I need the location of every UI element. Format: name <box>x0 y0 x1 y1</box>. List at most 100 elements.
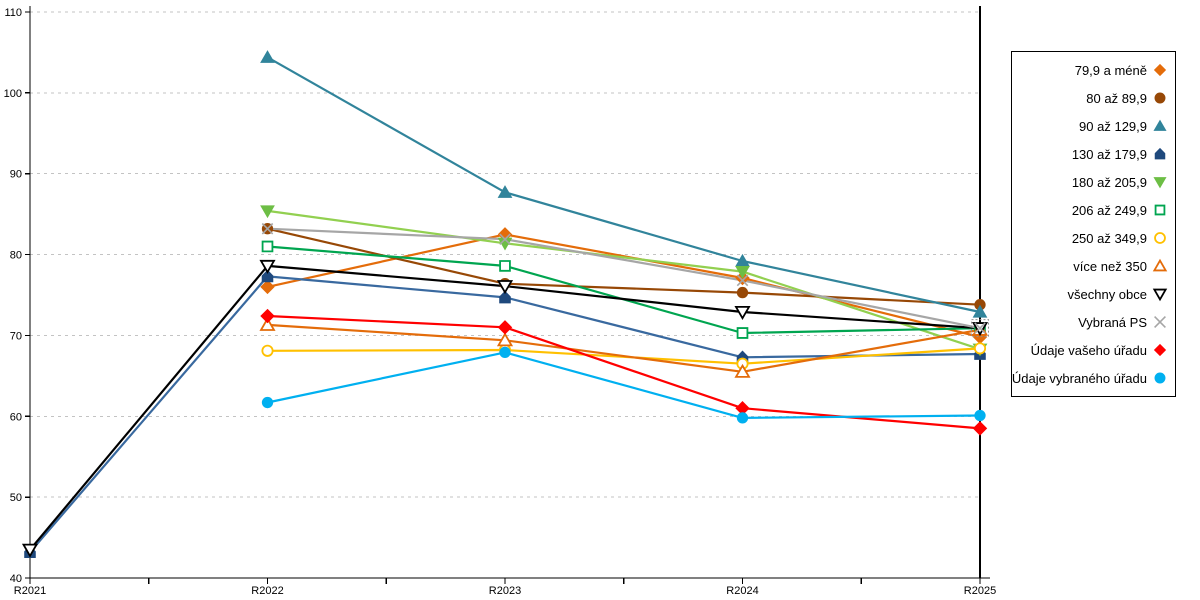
legend-marker-v-ce-ne-350 <box>1152 258 1168 272</box>
legend-item-130-a-179-9: 130 až 179,9 <box>1012 140 1175 168</box>
x-tick-label-r2024: R2024 <box>726 585 758 597</box>
marker-daje-va-eho-adu-R2025 <box>972 421 988 436</box>
series-line-180-a-205-9 <box>266 209 982 351</box>
marker-250-a-349-9-R2022 <box>261 344 274 357</box>
legend-item-90-a-129-9: 90 až 129,9 <box>1012 112 1175 140</box>
marker-v-ce-ne-350-R2023 <box>496 332 514 347</box>
legend-item-daje-vybran-ho-adu: Údaje vybraného úřadu <box>1012 364 1175 392</box>
marker-daje-vybran-ho-adu-R2023 <box>499 346 511 359</box>
legend-label: 206 až 249,9 <box>1071 202 1147 218</box>
marker-v-echny-obce-R2022 <box>259 259 276 274</box>
legend-marker-glyph-v-ce-ne-350 <box>1152 258 1168 272</box>
x-tick-label-r2021: R2021 <box>14 585 46 597</box>
legend-label: 90 až 129,9 <box>1079 118 1147 134</box>
series-line-v-ce-ne-350 <box>266 323 982 373</box>
marker-vybran-ps-R2023 <box>499 233 511 245</box>
x-tick-label-r2022: R2022 <box>251 585 283 597</box>
y-tick-label-80: 80 <box>10 250 22 262</box>
marker-180-a-205-9-R2024 <box>735 265 750 279</box>
y-tick-label-100: 100 <box>4 88 22 100</box>
legend-label: Vybraná PS <box>1078 314 1147 330</box>
legend-marker-glyph-v-echny-obce <box>1152 288 1168 302</box>
y-tick-label-60: 60 <box>10 411 22 423</box>
series-line-90-a-129-9 <box>266 56 982 314</box>
marker-v-ce-ne-350-R2022 <box>259 316 276 331</box>
marker-daje-vybran-ho-adu-R2024 <box>736 412 749 424</box>
marker-206-a-249-9-R2023 <box>499 260 511 272</box>
series-line-daje-va-eho-adu <box>266 314 982 430</box>
series-line-80-a-89-9 <box>266 227 982 306</box>
series-line-daje-vybran-ho-adu <box>266 351 982 419</box>
marker-180-a-205-9-R2022 <box>260 205 275 219</box>
legend-item-250-a-349-9: 250 až 349,9 <box>1012 224 1175 252</box>
legend-marker-glyph-daje-vybran-ho-adu <box>1154 372 1166 384</box>
marker-90-a-129-9-R2022 <box>260 50 275 63</box>
legend-label: všechny obce <box>1067 286 1148 302</box>
legend-item-206-a-249-9: 206 až 249,9 <box>1012 196 1175 224</box>
marker-130-a-179-9-R2022 <box>261 269 274 283</box>
marker-90-a-129-9-R2023 <box>497 185 513 198</box>
legend-marker-vybran-ps <box>1154 316 1166 328</box>
marker-daje-va-eho-adu-R2023 <box>497 320 513 335</box>
series-line-vybran-ps <box>266 227 982 330</box>
marker-vybran-ps-R2024 <box>736 274 749 287</box>
marker-daje-va-eho-adu-R2022 <box>260 308 275 324</box>
legend-marker-glyph-daje-va-eho-adu <box>1153 343 1167 357</box>
legend-marker-daje-va-eho-adu <box>1153 343 1167 357</box>
x-tick-label-r2025: R2025 <box>964 585 996 597</box>
legend-item-vybran-ps: Vybraná PS <box>1012 308 1175 336</box>
chart-plot-area: 40 50 60 70 80 90 100 110 R2021 R2022 R2023 R2024 R2… <box>4 6 996 597</box>
marker-daje-vybran-ho-adu-R2025 <box>974 409 986 422</box>
legend-marker-glyph-130-a-179-9 <box>1154 147 1166 160</box>
y-tick-label-110: 110 <box>4 7 22 19</box>
legend-item-daje-va-eho-adu: Údaje vašeho úřadu <box>1012 336 1175 364</box>
y-tick-label-90: 90 <box>10 169 22 181</box>
marker-v-ce-ne-350-R2024 <box>734 363 751 378</box>
legend-label: 250 až 349,9 <box>1071 230 1147 246</box>
legend-marker-glyph-206-a-249-9 <box>1154 204 1166 216</box>
marker-v-echny-obce-R2021 <box>21 543 39 558</box>
legend-item-v-echny-obce: všechny obce <box>1012 280 1175 308</box>
legend-marker-180-a-205-9 <box>1153 177 1167 189</box>
marker-80-a-89-9-R2024 <box>736 286 749 299</box>
legend-item-79-9-a-m-n: 79,9 a méně <box>1012 56 1175 84</box>
legend-marker-glyph-80-a-89-9 <box>1154 92 1166 104</box>
legend-label: 180 až 205,9 <box>1071 174 1147 190</box>
marker-v-echny-obce-R2023 <box>496 280 514 295</box>
legend-marker-206-a-249-9 <box>1154 204 1166 216</box>
marker-v-echny-obce-R2024 <box>734 305 751 320</box>
marker-130-a-179-9-R2023 <box>499 290 511 304</box>
legend-item-v-ce-ne-350: více než 350 <box>1012 252 1175 280</box>
series-line-79-9-a-m-n <box>266 233 982 339</box>
marker-206-a-249-9-R2022 <box>261 240 274 253</box>
legend-item-80-a-89-9: 80 až 89,9 <box>1012 84 1175 112</box>
y-tick-label-70: 70 <box>10 330 22 342</box>
marker-206-a-249-9-R2024 <box>736 327 749 339</box>
legend-marker-glyph-90-a-129-9 <box>1153 119 1167 131</box>
x-tick-label-r2023: R2023 <box>489 585 521 597</box>
series-line-v-echny-obce <box>28 264 982 551</box>
legend-marker-daje-vybran-ho-adu <box>1154 372 1166 384</box>
legend-label: Údaje vašeho úřadu <box>1030 342 1147 358</box>
legend-item-180-a-205-9: 180 až 205,9 <box>1012 168 1175 196</box>
legend-label: Údaje vybraného úřadu <box>1011 370 1147 386</box>
legend-marker-glyph-250-a-349-9 <box>1154 232 1166 244</box>
legend-label: 130 až 179,9 <box>1071 146 1147 162</box>
legend-marker-250-a-349-9 <box>1154 232 1166 244</box>
marker-vybran-ps-R2025 <box>974 322 986 334</box>
marker-79-9-a-m-n-R2022 <box>260 279 275 295</box>
marker-daje-vybran-ho-adu-R2022 <box>261 396 274 409</box>
legend-marker-130-a-179-9 <box>1154 147 1166 160</box>
legend-marker-79-9-a-m-n <box>1153 63 1167 77</box>
legend-marker-90-a-129-9 <box>1153 119 1167 131</box>
legend-label: více než 350 <box>1073 258 1147 274</box>
legend-label: 80 až 89,9 <box>1086 90 1147 106</box>
legend-marker-glyph-180-a-205-9 <box>1153 177 1167 189</box>
legend-marker-80-a-89-9 <box>1154 92 1166 104</box>
legend-label: 79,9 a méně <box>1074 62 1147 78</box>
legend: 79,9 a méně 80 až 89,9 90 až 129,9 130 až 1… <box>1011 51 1176 397</box>
legend-marker-v-echny-obce <box>1152 288 1168 302</box>
marker-250-a-349-9-R2025 <box>973 342 987 355</box>
selection-box <box>971 319 989 338</box>
